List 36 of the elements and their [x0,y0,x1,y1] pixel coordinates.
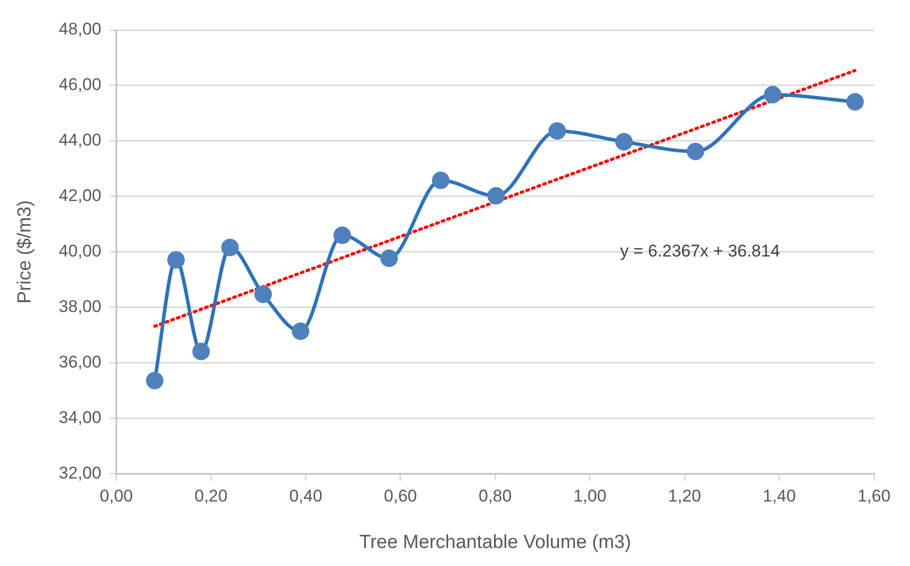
point [615,133,633,151]
x-tick-label: 0,60 [384,486,418,506]
point [686,142,704,160]
x-tick-label: 0,20 [194,486,228,506]
point [192,342,210,360]
point [846,93,864,111]
point [254,286,272,304]
y-tick-label: 42,00 [58,186,102,206]
x-tick-label: 1,40 [762,486,796,506]
point [221,238,239,256]
point [548,122,566,140]
y-tick-label: 36,00 [58,352,102,372]
x-tick-label: 0,40 [289,486,322,506]
x-tick-label: 1,60 [857,486,891,506]
point [764,86,782,104]
point [432,172,450,190]
point [487,187,505,205]
y-tick-label: 40,00 [58,242,102,261]
y-tick-label: 44,00 [58,130,102,150]
x-axis-title: Tree Merchantable Volume (m3) [359,532,632,553]
annotation: y = 6.2367x + 36.814 [620,242,780,261]
y-tick-label: 34,00 [58,408,102,428]
x-tick-label: 1,20 [668,486,702,506]
y-tick-label: 38,00 [58,297,102,316]
x-tick-label: 0,00 [100,486,133,506]
y-tick-label: 46,00 [58,75,102,94]
y-tick-label: 32,00 [58,463,102,482]
point [292,322,310,340]
y-axis-title: Price ($/m3) [14,200,36,304]
point [333,226,351,244]
x-tick-label: 1,00 [573,486,606,506]
y-tick-label: 48,00 [58,20,102,39]
point [146,372,164,390]
point [380,250,398,268]
point [167,251,185,269]
x-tick-label: 0,80 [478,486,512,506]
